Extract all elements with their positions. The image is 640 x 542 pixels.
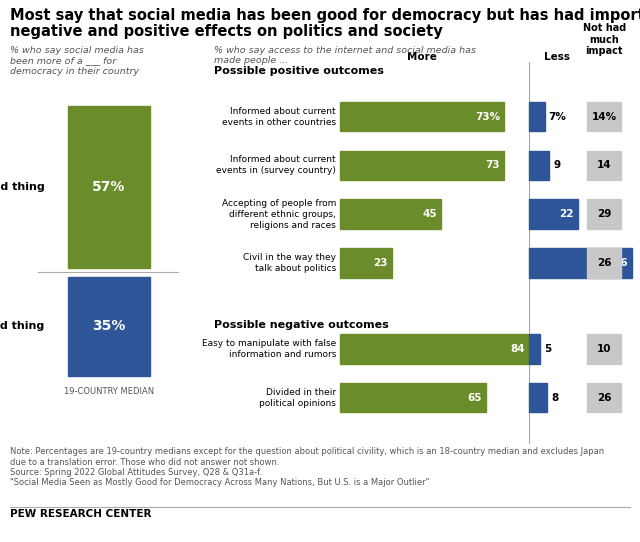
Bar (529, 248, 632, 278)
Text: 14%: 14% (592, 112, 617, 121)
Text: Not had
much
impact: Not had much impact (582, 23, 626, 56)
Bar (340, 151, 504, 180)
Text: 9: 9 (553, 160, 561, 170)
Bar (340, 199, 441, 229)
Text: Civil in the way they
talk about politics: Civil in the way they talk about politic… (243, 253, 336, 273)
Text: 14: 14 (597, 160, 612, 170)
Text: Possible positive outcomes: Possible positive outcomes (214, 66, 384, 76)
Text: Informed about current
events in (survey country): Informed about current events in (survey… (216, 156, 336, 176)
Bar (529, 102, 545, 131)
Text: 65: 65 (467, 392, 482, 403)
Bar (588, 334, 621, 364)
Text: 19-COUNTRY MEDIAN: 19-COUNTRY MEDIAN (64, 388, 154, 396)
Bar (340, 102, 504, 131)
Text: 45: 45 (422, 209, 437, 219)
Text: 26: 26 (597, 258, 611, 268)
Bar (340, 383, 486, 412)
Text: Informed about current
events in other countries: Informed about current events in other c… (222, 107, 336, 127)
Text: Less: Less (544, 52, 570, 62)
Bar (68, 106, 150, 268)
Text: Possible negative outcomes: Possible negative outcomes (214, 320, 389, 330)
Text: 7%: 7% (548, 112, 566, 121)
Text: % who say social media has
been more of a ___ for
democracy in their country: % who say social media has been more of … (10, 46, 143, 76)
Bar (529, 383, 547, 412)
Text: 73%: 73% (475, 112, 500, 121)
Text: Most say that social media has been good for democracy but has had important: Most say that social media has been good… (10, 8, 640, 23)
Bar (588, 151, 621, 180)
Text: Easy to manipulate with false
information and rumors: Easy to manipulate with false informatio… (202, 339, 336, 359)
Text: Divided in their
political opinions: Divided in their political opinions (259, 388, 336, 408)
Bar (588, 102, 621, 131)
Text: 5: 5 (544, 344, 552, 354)
Text: 29: 29 (597, 209, 611, 219)
Text: Good thing: Good thing (0, 182, 44, 192)
Bar (68, 276, 150, 376)
Bar (529, 334, 540, 364)
Text: 35%: 35% (92, 319, 125, 333)
Text: Accepting of people from
different ethnic groups,
religions and races: Accepting of people from different ethni… (221, 198, 336, 230)
Text: 57%: 57% (92, 180, 125, 194)
Bar (340, 248, 392, 278)
Text: 10: 10 (597, 344, 611, 354)
Text: More: More (407, 52, 437, 62)
Bar (340, 334, 529, 364)
Text: Note: Percentages are 19-country medians except for the question about political: Note: Percentages are 19-country medians… (10, 447, 604, 487)
Text: Bad thing: Bad thing (0, 321, 44, 331)
Text: PEW RESEARCH CENTER: PEW RESEARCH CENTER (10, 509, 151, 519)
Text: 73: 73 (485, 160, 500, 170)
Bar (588, 199, 621, 229)
Text: % who say access to the internet and social media has
made people ...: % who say access to the internet and soc… (214, 46, 476, 66)
Text: 84: 84 (510, 344, 525, 354)
Text: 8: 8 (551, 392, 558, 403)
Text: negative and positive effects on politics and society: negative and positive effects on politic… (10, 24, 442, 40)
Text: 22: 22 (559, 209, 574, 219)
Text: 46: 46 (613, 258, 628, 268)
Text: 23: 23 (373, 258, 388, 268)
Text: 26: 26 (597, 392, 611, 403)
Bar (588, 248, 621, 278)
Bar (529, 151, 549, 180)
Bar (529, 199, 578, 229)
Bar (588, 383, 621, 412)
